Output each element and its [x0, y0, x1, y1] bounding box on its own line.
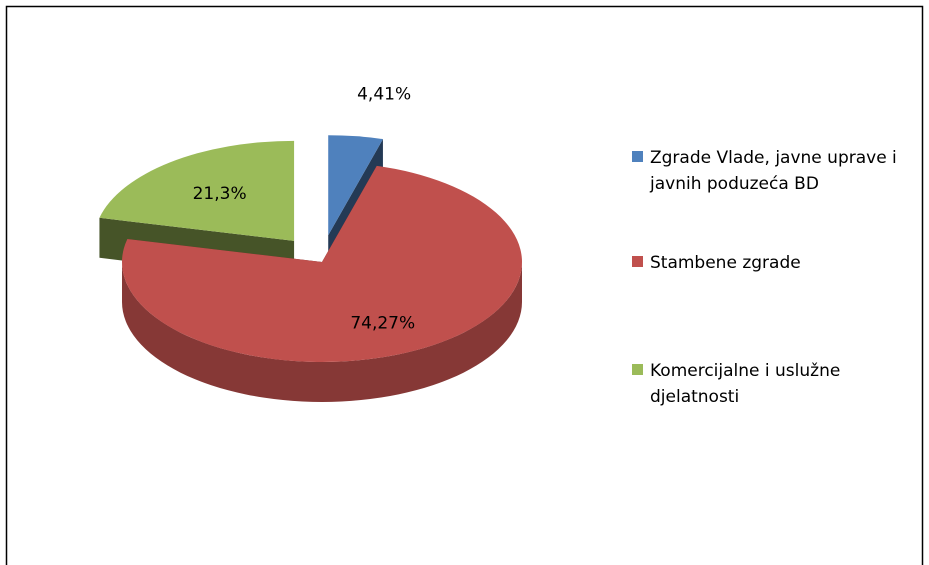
legend-swatch — [632, 151, 643, 162]
data-label: 74,27% — [350, 314, 415, 334]
slice — [328, 135, 383, 236]
legend-label: Stambene zgrade — [650, 253, 801, 273]
legend-entry: Stambene zgrade — [632, 250, 912, 276]
legend-swatch — [632, 256, 643, 267]
slice-side — [122, 262, 522, 402]
legend-entry: Komercijalne i uslužne djelatnosti — [632, 358, 912, 410]
data-label: 4,41% — [357, 85, 411, 105]
chart-border — [5, 5, 924, 565]
slice — [121, 165, 522, 363]
legend-swatch — [632, 364, 643, 375]
legend-entry: Zgrade Vlade, javne uprave i javnih podu… — [632, 145, 912, 197]
data-label: 21,3% — [193, 184, 247, 204]
slice — [99, 140, 295, 241]
legend-label: Zgrade Vlade, javne uprave i javnih podu… — [650, 148, 897, 194]
legend-label: Komercijalne i uslužne djelatnosti — [650, 361, 841, 407]
